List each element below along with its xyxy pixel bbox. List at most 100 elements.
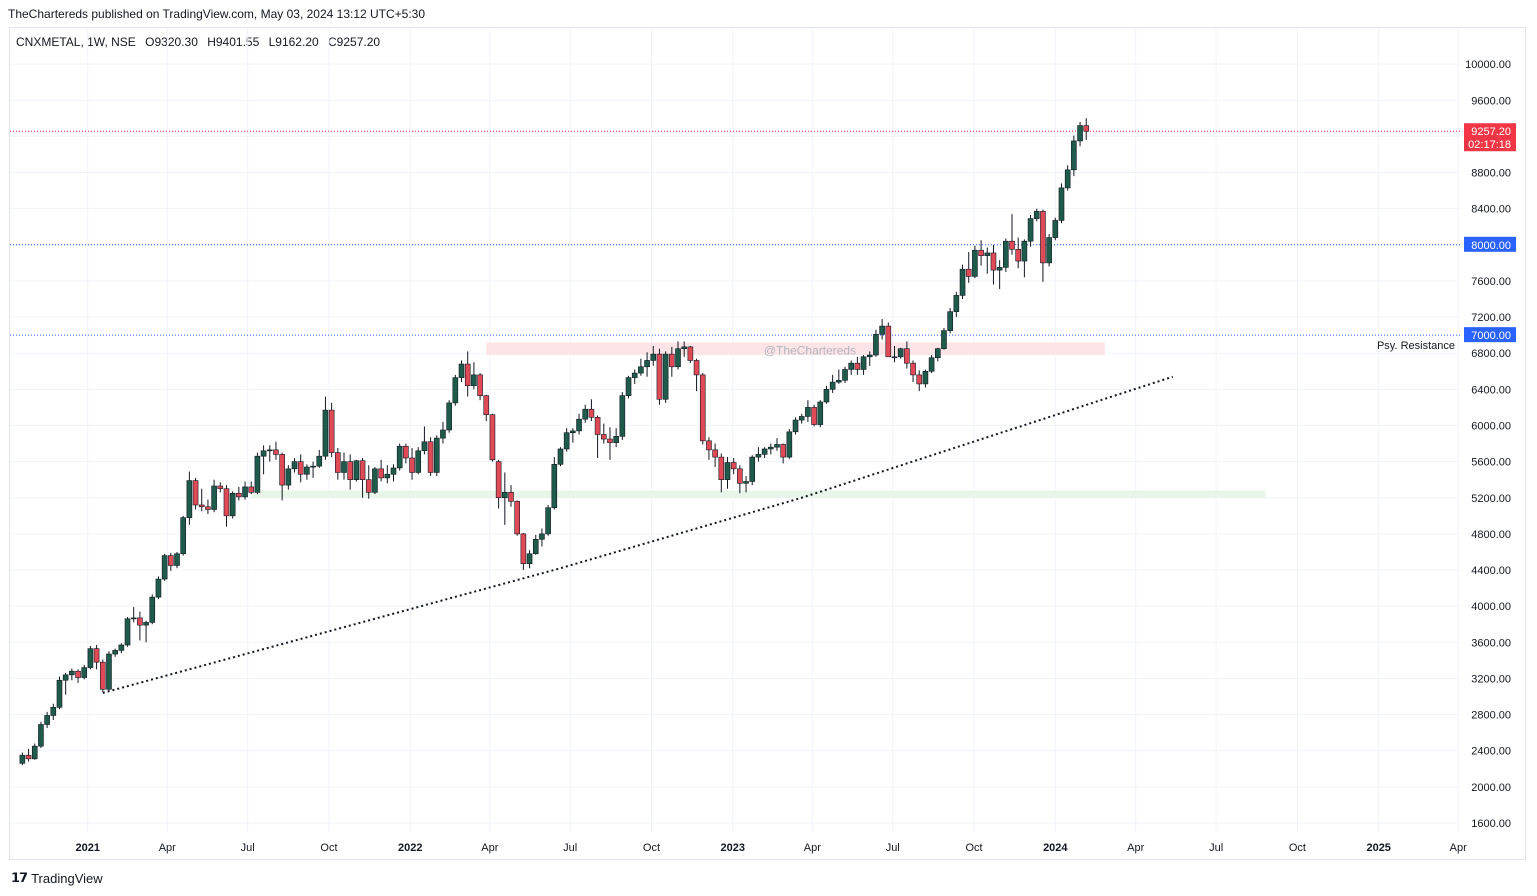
candle-body — [539, 533, 545, 540]
candle-body — [576, 418, 582, 432]
candle-body — [137, 617, 143, 626]
candle-body — [124, 618, 131, 646]
candle-body — [180, 517, 186, 555]
candle-body — [786, 431, 793, 458]
footer-brand[interactable]: 𝟭𝟳 TradingView — [11, 870, 103, 886]
candle-body — [904, 348, 910, 364]
y-tick-label: 2800.00 — [1471, 710, 1511, 722]
candle-body — [335, 452, 341, 473]
candle-body — [625, 377, 632, 396]
candle-body — [508, 492, 514, 502]
candle-body — [316, 455, 323, 467]
candle-body — [217, 485, 224, 490]
candle-body — [93, 648, 100, 663]
price-label-text: 8000.00 — [1471, 240, 1511, 252]
y-tick-label: 7600.00 — [1471, 276, 1511, 288]
low-value: L9162.20 — [268, 35, 319, 49]
candle-body — [811, 407, 817, 425]
y-tick-label: 1600.00 — [1471, 818, 1511, 830]
candle-body — [1083, 125, 1090, 132]
candle-body — [644, 360, 650, 368]
y-tick-label: 4000.00 — [1471, 601, 1511, 613]
price-label-box — [1464, 327, 1516, 343]
candle-body — [106, 653, 112, 690]
candle-body — [1033, 211, 1040, 219]
candle-body — [502, 492, 508, 499]
candle-body — [489, 414, 496, 461]
y-tick-label: 4800.00 — [1471, 529, 1511, 541]
brand-label: TradingView — [31, 870, 103, 886]
high-value: H9401.55 — [207, 35, 260, 49]
x-tick-label: Apr — [804, 842, 821, 854]
candle-body — [631, 372, 638, 378]
candle-body — [248, 486, 255, 493]
x-tick-label: Apr — [1450, 842, 1467, 854]
candle-body — [607, 438, 613, 443]
candle-body — [545, 507, 551, 535]
x-tick-label: Apr — [1127, 842, 1144, 854]
candle-body — [266, 449, 273, 452]
candle-body — [304, 466, 310, 475]
candle-body — [638, 366, 644, 374]
candle-body — [415, 450, 422, 473]
symbol-label[interactable]: CNXMETAL, 1W, NSE — [16, 35, 136, 49]
x-tick-label: Oct — [643, 842, 660, 854]
candle-body — [1058, 187, 1065, 221]
y-tick-label: 9600.00 — [1471, 95, 1511, 107]
price-label-countdown: 02:17:18 — [1468, 139, 1511, 151]
candle-body — [285, 468, 292, 486]
candle-body — [693, 360, 700, 376]
support-zone — [251, 490, 1266, 498]
candle-body — [403, 445, 409, 459]
price-label-text: 9257.20 — [1471, 126, 1511, 138]
candle-body — [842, 369, 848, 381]
x-tick-label: 2025 — [1366, 842, 1390, 854]
y-tick-label: 10000.00 — [1465, 59, 1511, 71]
candle-body — [396, 445, 403, 469]
x-tick-label: Oct — [320, 842, 337, 854]
candle-body — [706, 440, 712, 451]
candle-body — [372, 468, 378, 493]
candle-body — [205, 506, 211, 510]
y-tick-label: 5600.00 — [1471, 457, 1511, 469]
candle-body — [1052, 220, 1059, 238]
candle-body — [69, 670, 75, 676]
candle-body — [87, 648, 94, 668]
candle-body — [910, 362, 916, 376]
candle-body — [743, 481, 749, 484]
candle-body — [421, 441, 428, 452]
candle-body — [669, 353, 675, 368]
candle-body — [273, 449, 279, 455]
candle-body — [514, 501, 520, 535]
candle-body — [483, 395, 490, 415]
price-label-box — [1464, 123, 1516, 152]
y-tick-label: 3600.00 — [1471, 637, 1511, 649]
candle-body — [99, 661, 106, 690]
candle-body — [941, 330, 947, 349]
candle-body — [433, 437, 440, 473]
candle-body — [390, 467, 397, 475]
candle-body — [155, 578, 162, 598]
candle-body — [56, 679, 63, 708]
candle-body — [570, 430, 576, 434]
candle-body — [112, 650, 118, 655]
candle-body — [774, 444, 780, 448]
candle-body — [600, 434, 607, 440]
candle-body — [409, 457, 415, 473]
candle-body — [675, 348, 681, 368]
candle-body — [594, 417, 601, 435]
candle-body — [477, 374, 483, 396]
candle-body — [1064, 169, 1071, 189]
candle-body — [873, 333, 879, 356]
candle-body — [928, 357, 935, 372]
candle-body — [829, 381, 836, 390]
candle-body — [1046, 237, 1052, 264]
x-tick-label: 2022 — [398, 842, 422, 854]
price-label-text: 7000.00 — [1471, 330, 1511, 342]
candle-body — [1071, 140, 1077, 171]
watermark-text: @TheChartereds — [764, 344, 856, 358]
candle-body — [161, 555, 168, 580]
candle-body — [75, 670, 81, 678]
candle-body — [978, 249, 984, 256]
